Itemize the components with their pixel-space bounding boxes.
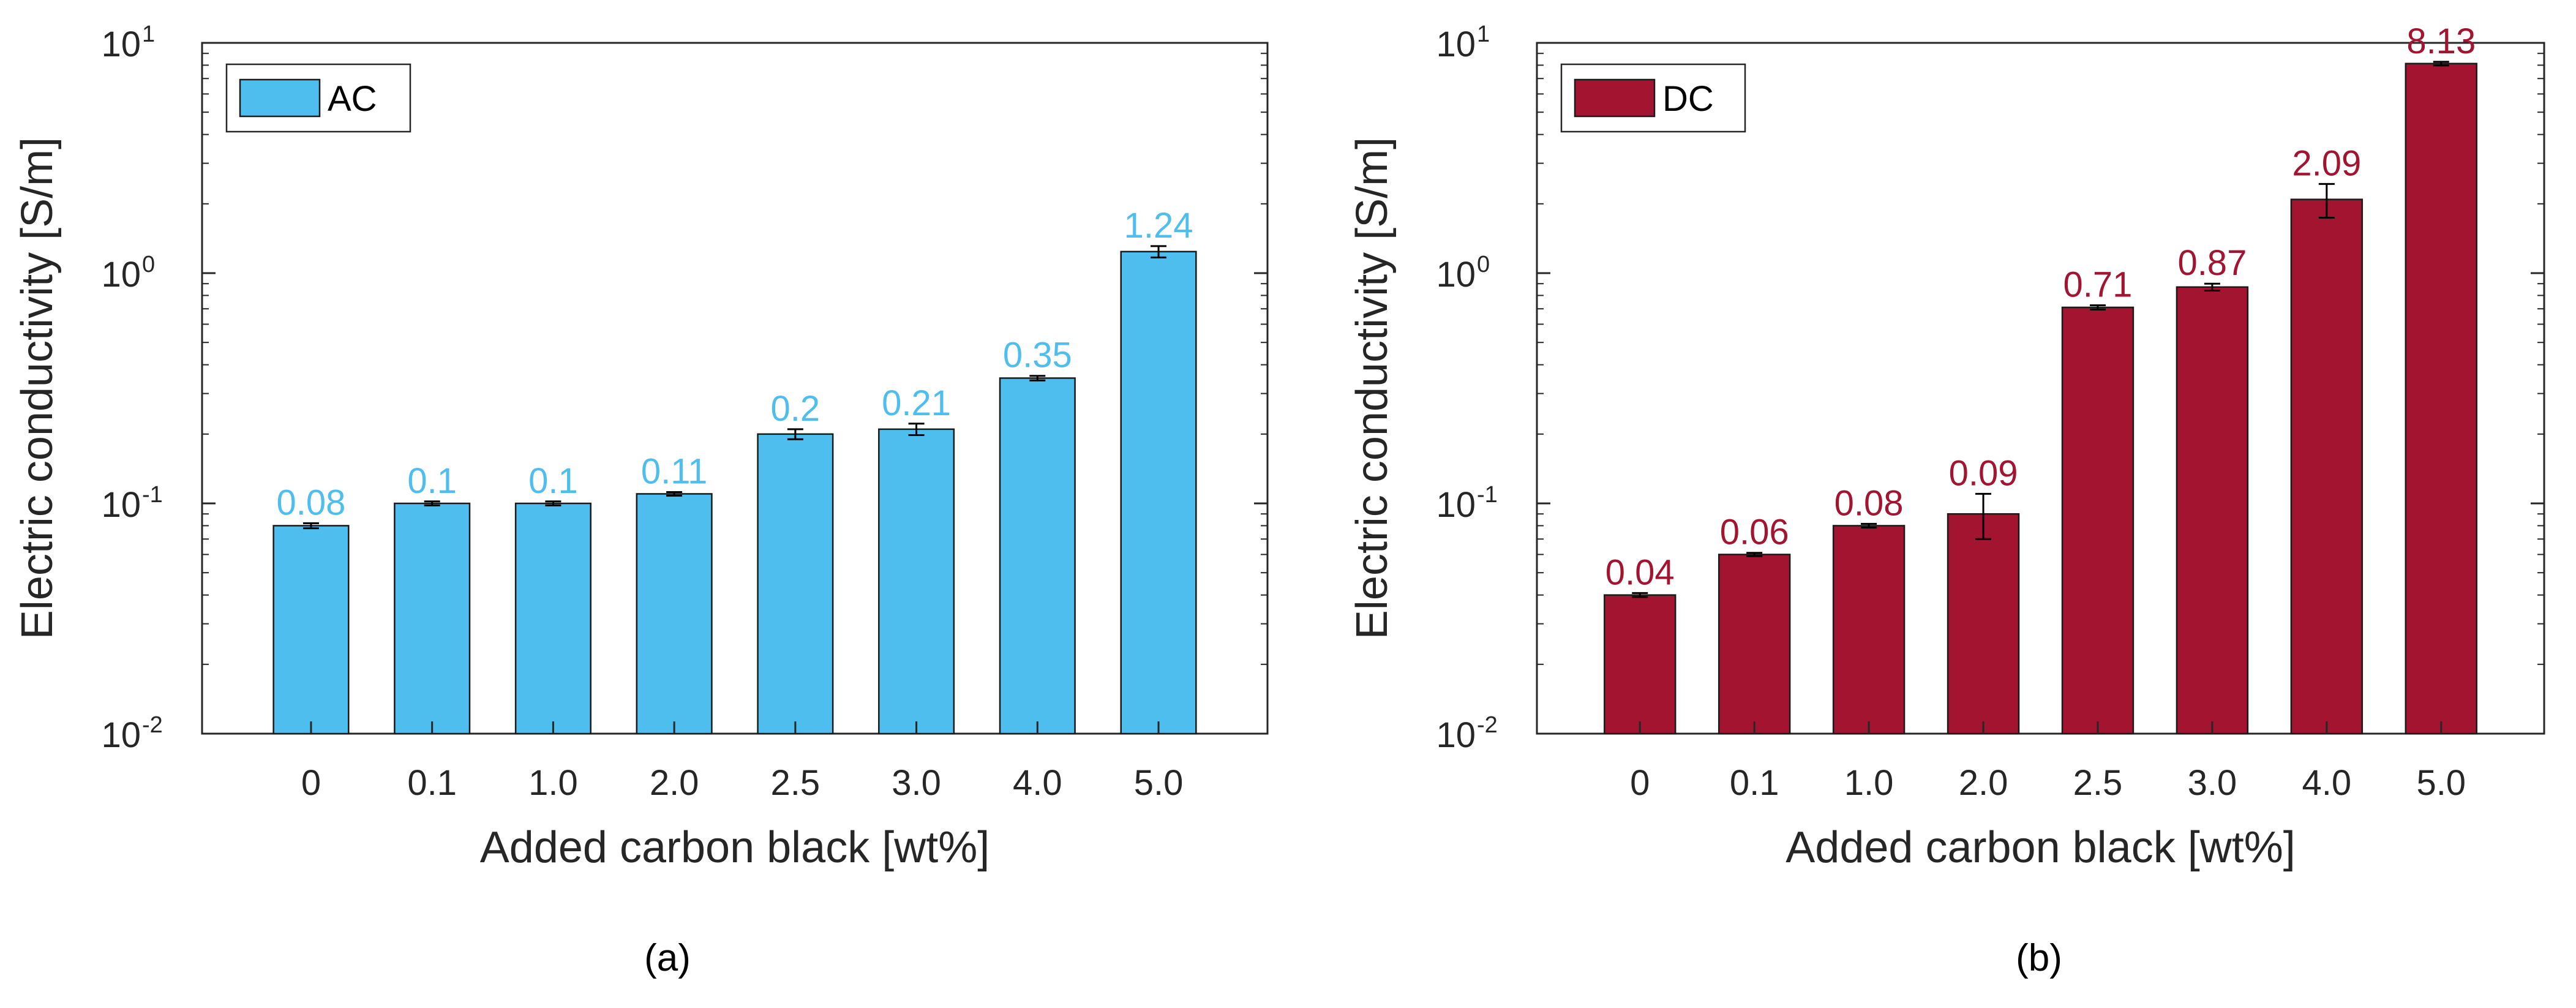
bar-2.0 (636, 493, 713, 735)
y-tick-label: 10 (101, 715, 141, 755)
bar-4.0 (999, 377, 1076, 735)
bar-1.0 (514, 502, 591, 735)
x-tick-label: 2.5 (2073, 763, 2123, 803)
bar-0.1 (394, 502, 471, 735)
y-tick-exponent: 0 (1477, 252, 1490, 277)
bar-2.5 (757, 433, 834, 735)
y-tick-label: 10 (1436, 485, 1476, 525)
y-tick-exponent: -1 (142, 482, 163, 508)
x-tick-label: 1.0 (1844, 763, 1894, 803)
data-label: 2.09 (2292, 143, 2361, 183)
data-label: 0.71 (2063, 265, 2133, 305)
bar-0.1 (1718, 554, 1791, 735)
legend: AC (225, 63, 411, 133)
panel-caption: (b) (2016, 937, 2062, 979)
x-tick-label: 0 (301, 763, 321, 803)
y-tick-exponent: -2 (142, 712, 163, 738)
bar-2.5 (2061, 306, 2135, 735)
legend-label: DC (1662, 79, 1714, 119)
data-label: 0.1 (528, 461, 578, 501)
y-tick-label: 10 (101, 255, 141, 295)
panel-caption: (a) (644, 937, 691, 979)
data-label: 0.04 (1605, 552, 1675, 592)
x-tick-label: 4.0 (1013, 763, 1062, 803)
data-label: 0.35 (1003, 336, 1072, 375)
y-axis-label: Electric conductivity [S/m] (1348, 137, 1397, 639)
y-tick-exponent: 1 (1477, 21, 1490, 47)
data-label: 0.09 (1949, 453, 2018, 493)
x-tick-label: 2.0 (1959, 763, 2008, 803)
x-tick-label: 5.0 (1134, 763, 1184, 803)
legend-label: AC (328, 79, 377, 119)
x-axis-label: Added carbon black [wt%] (1786, 823, 2295, 872)
y-tick-label: 10 (1436, 255, 1476, 295)
y-tick-label: 10 (101, 485, 141, 525)
data-label: 0.2 (771, 389, 820, 429)
bar-2.0 (1947, 513, 2020, 735)
y-tick-exponent: 1 (142, 21, 155, 47)
y-tick-label: 10 (1436, 24, 1476, 64)
x-tick-label: 2.0 (650, 763, 699, 803)
data-label: 0.11 (641, 451, 708, 491)
x-axis-label: Added carbon black [wt%] (480, 823, 989, 872)
data-label: 8.13 (2406, 21, 2476, 61)
x-tick-label: 3.0 (2188, 763, 2237, 803)
data-label: 0.1 (407, 461, 457, 501)
axes-box (201, 42, 1269, 735)
legend-swatch (239, 78, 321, 118)
data-label: 0.87 (2177, 243, 2247, 283)
x-tick-label: 5.0 (2416, 763, 2466, 803)
y-tick-exponent: -2 (1477, 712, 1498, 738)
x-tick-label: 4.0 (2302, 763, 2352, 803)
x-tick-label: 3.0 (892, 763, 941, 803)
bar-1.0 (1832, 525, 1906, 735)
bar-4.0 (2290, 198, 2364, 735)
y-tick-exponent: 0 (142, 252, 155, 277)
y-tick-exponent: -1 (1477, 482, 1498, 508)
bar-3.0 (2176, 286, 2249, 735)
data-label: 1.24 (1124, 206, 1193, 246)
x-tick-label: 0.1 (1730, 763, 1779, 803)
y-tick-label: 10 (1436, 715, 1476, 755)
y-axis-label: Electric conductivity [S/m] (13, 137, 62, 639)
axes-box (1536, 42, 2545, 735)
data-label: 0.08 (1834, 483, 1904, 523)
x-tick-label: 0.1 (407, 763, 457, 803)
data-label: 0.21 (882, 383, 951, 423)
bar-0 (1604, 594, 1677, 735)
data-label: 0.06 (1720, 513, 1789, 552)
bar-0 (272, 525, 350, 735)
x-tick-label: 1.0 (528, 763, 578, 803)
legend: DC (1560, 63, 1746, 133)
bar-5.0 (1120, 250, 1197, 735)
legend-swatch (1574, 78, 1656, 118)
x-tick-label: 2.5 (771, 763, 820, 803)
y-tick-label: 10 (101, 24, 141, 64)
data-label: 0.08 (277, 483, 346, 522)
x-tick-label: 0 (1630, 763, 1650, 803)
bar-3.0 (878, 428, 955, 735)
bar-5.0 (2405, 62, 2477, 735)
